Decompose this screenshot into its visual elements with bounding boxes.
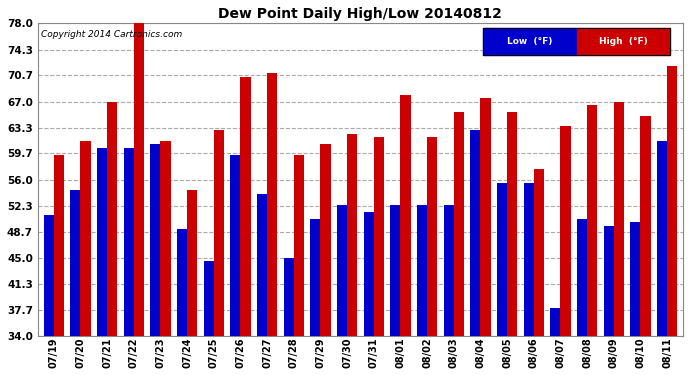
Bar bbox=[400, 94, 411, 336]
Bar bbox=[657, 141, 667, 336]
Bar bbox=[560, 126, 571, 336]
Bar bbox=[454, 112, 464, 336]
Bar bbox=[391, 204, 400, 336]
Bar bbox=[204, 261, 214, 336]
Bar bbox=[320, 144, 331, 336]
Title: Dew Point Daily High/Low 20140812: Dew Point Daily High/Low 20140812 bbox=[219, 7, 502, 21]
Bar bbox=[70, 190, 81, 336]
Bar bbox=[347, 134, 357, 336]
Bar bbox=[374, 137, 384, 336]
Bar bbox=[364, 211, 374, 336]
Bar bbox=[97, 148, 107, 336]
Bar bbox=[427, 137, 437, 336]
Bar bbox=[150, 144, 161, 336]
Bar bbox=[214, 130, 224, 336]
Bar bbox=[107, 102, 117, 336]
Bar bbox=[187, 190, 197, 336]
Bar bbox=[310, 219, 320, 336]
Bar bbox=[577, 28, 670, 55]
Bar bbox=[81, 141, 90, 336]
Bar bbox=[417, 204, 427, 336]
Bar bbox=[267, 73, 277, 336]
Text: High  (°F): High (°F) bbox=[599, 37, 648, 46]
Bar bbox=[337, 204, 347, 336]
Bar bbox=[483, 28, 577, 55]
Bar bbox=[483, 28, 670, 55]
Text: Low  (°F): Low (°F) bbox=[507, 37, 553, 46]
Bar bbox=[587, 105, 598, 336]
Bar bbox=[613, 102, 624, 336]
Bar bbox=[577, 219, 587, 336]
Bar bbox=[43, 215, 54, 336]
Bar bbox=[640, 116, 651, 336]
Bar bbox=[134, 24, 144, 336]
Bar bbox=[471, 130, 480, 336]
Bar bbox=[507, 112, 518, 336]
Bar bbox=[444, 204, 454, 336]
Bar bbox=[667, 66, 677, 336]
Bar bbox=[604, 226, 613, 336]
Bar bbox=[550, 308, 560, 336]
Bar bbox=[54, 155, 64, 336]
Bar bbox=[630, 222, 640, 336]
Bar bbox=[284, 258, 294, 336]
Bar bbox=[480, 98, 491, 336]
Text: Copyright 2014 Cartronics.com: Copyright 2014 Cartronics.com bbox=[41, 30, 182, 39]
Bar bbox=[534, 169, 544, 336]
Bar bbox=[240, 77, 250, 336]
Bar bbox=[161, 141, 170, 336]
Bar bbox=[230, 155, 240, 336]
Bar bbox=[294, 155, 304, 336]
Bar bbox=[497, 183, 507, 336]
Bar bbox=[257, 194, 267, 336]
Bar bbox=[524, 183, 534, 336]
Bar bbox=[177, 230, 187, 336]
Bar bbox=[124, 148, 134, 336]
